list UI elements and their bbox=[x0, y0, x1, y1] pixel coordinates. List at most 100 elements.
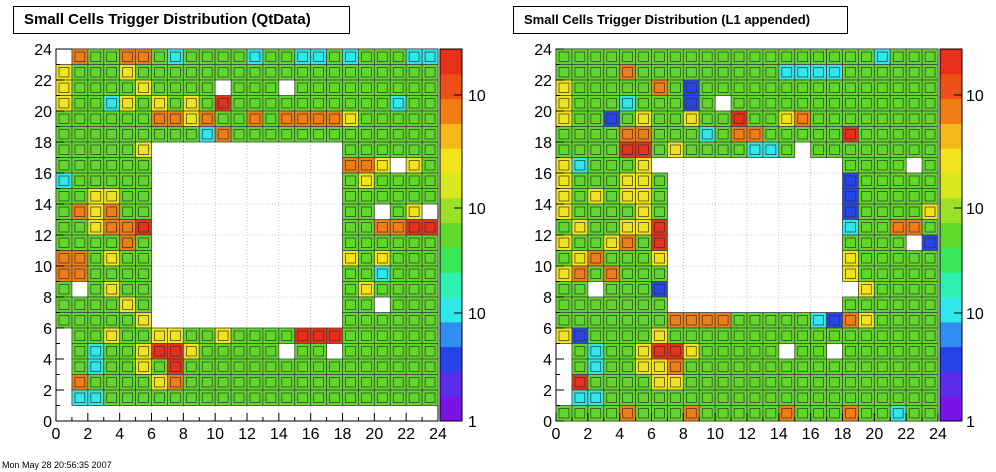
heatmap-cell bbox=[873, 312, 891, 329]
heatmap-cell-inner bbox=[185, 51, 197, 62]
heatmap-cell-inner bbox=[408, 253, 420, 264]
y-tick-label: 24 bbox=[34, 42, 52, 59]
heatmap-cell bbox=[826, 141, 843, 158]
heatmap-cell-inner bbox=[701, 361, 713, 372]
heatmap-cell bbox=[342, 141, 359, 158]
heatmap-cell-inner bbox=[361, 330, 372, 341]
heatmap-cell bbox=[921, 48, 939, 65]
heatmap-cell-inner bbox=[876, 160, 888, 171]
heatmap-cell-inner bbox=[574, 98, 586, 109]
heatmap-cell bbox=[389, 343, 407, 360]
heatmap-cell bbox=[151, 358, 168, 375]
heatmap-cell bbox=[358, 250, 375, 267]
heatmap-cell bbox=[619, 296, 636, 313]
heatmap-cell-inner bbox=[654, 361, 665, 372]
heatmap-cell-inner bbox=[170, 330, 181, 341]
heatmap-cell bbox=[635, 203, 652, 220]
heatmap-cell bbox=[889, 296, 907, 313]
colorbar-label: 10 bbox=[468, 88, 486, 105]
heatmap-cell-inner bbox=[408, 299, 420, 310]
heatmap-cell bbox=[294, 389, 312, 406]
heatmap-cell-inner bbox=[606, 206, 618, 217]
heatmap-cell-inner bbox=[765, 67, 777, 78]
heatmap-cell bbox=[135, 250, 152, 267]
x-tick-label: 4 bbox=[115, 426, 124, 443]
heatmap-cell-inner bbox=[638, 330, 649, 341]
heatmap-cell bbox=[135, 312, 152, 329]
heatmap-cell bbox=[714, 405, 732, 422]
heatmap-cell-inner bbox=[392, 346, 404, 357]
heatmap-cell-inner bbox=[685, 51, 697, 62]
heatmap-cell bbox=[358, 172, 375, 189]
heatmap-cell-inner bbox=[154, 51, 165, 62]
heatmap-cell bbox=[135, 389, 152, 406]
heatmap-cell-inner bbox=[345, 346, 356, 357]
heatmap-cell bbox=[167, 95, 184, 112]
heatmap-cell-inner bbox=[813, 330, 824, 341]
heatmap-cell bbox=[603, 343, 621, 360]
y-tick-label: 8 bbox=[43, 290, 52, 307]
heatmap-cell-inner bbox=[924, 377, 936, 388]
heatmap-cell-inner bbox=[797, 377, 809, 388]
heatmap-cell bbox=[342, 281, 359, 298]
heatmap-cell-inner bbox=[217, 98, 229, 109]
heatmap-cell bbox=[651, 219, 668, 236]
heatmap-cell bbox=[167, 343, 184, 360]
heatmap-cell-inner bbox=[924, 175, 936, 186]
heatmap-cell bbox=[921, 281, 939, 298]
heatmap-cell-inner bbox=[376, 175, 388, 186]
heatmap-cell-inner bbox=[265, 346, 277, 357]
heatmap-cell bbox=[358, 327, 375, 344]
heatmap-cell-inner bbox=[361, 113, 372, 124]
heatmap-cell bbox=[889, 281, 907, 298]
heatmap-cell bbox=[103, 296, 121, 313]
heatmap-cell bbox=[858, 95, 875, 112]
heatmap-cell bbox=[214, 343, 232, 360]
heatmap-cell bbox=[858, 48, 875, 65]
heatmap-cell bbox=[635, 374, 652, 391]
heatmap-cell bbox=[651, 389, 668, 406]
heatmap-cell-inner bbox=[606, 82, 618, 93]
heatmap-cell-inner bbox=[408, 191, 420, 202]
heatmap-cell bbox=[421, 64, 439, 81]
heatmap-cell-inner bbox=[654, 408, 665, 419]
heatmap-cell bbox=[571, 126, 589, 143]
heatmap-cell bbox=[246, 126, 264, 143]
heatmap-cell bbox=[698, 95, 716, 112]
heatmap-cell-inner bbox=[733, 392, 745, 403]
heatmap-cell bbox=[921, 296, 939, 313]
heatmap-cell-inner bbox=[845, 160, 856, 171]
heatmap-cell bbox=[182, 327, 200, 344]
heatmap-cell-inner bbox=[845, 144, 856, 155]
colorbar-segment bbox=[440, 98, 462, 124]
heatmap-cell-inner bbox=[765, 113, 777, 124]
heatmap-cell-inner bbox=[297, 82, 309, 93]
heatmap-cell-inner bbox=[574, 206, 586, 217]
heatmap-cell-inner bbox=[861, 284, 872, 295]
heatmap-cell bbox=[651, 281, 668, 298]
heatmap-cell bbox=[55, 219, 73, 236]
heatmap-cell-inner bbox=[622, 253, 633, 264]
heatmap-cell-inner bbox=[90, 113, 102, 124]
heatmap-cell bbox=[826, 48, 843, 65]
heatmap-cell-inner bbox=[90, 392, 102, 403]
heatmap-cell-inner bbox=[297, 392, 309, 403]
heatmap-cell bbox=[858, 219, 875, 236]
heatmap-cell-inner bbox=[265, 98, 277, 109]
heatmap-cell bbox=[389, 296, 407, 313]
heatmap-cell bbox=[405, 95, 423, 112]
heatmap-cell-inner bbox=[908, 144, 920, 155]
heatmap-cell-inner bbox=[58, 160, 70, 171]
heatmap-cell bbox=[389, 110, 407, 127]
heatmap-cell-inner bbox=[574, 175, 586, 186]
heatmap-cell-inner bbox=[924, 222, 936, 233]
heatmap-cell-inner bbox=[606, 98, 618, 109]
y-tick-label: 12 bbox=[534, 228, 552, 245]
heatmap-cell bbox=[87, 250, 105, 267]
heatmap-cell-inner bbox=[892, 408, 904, 419]
heatmap-cell bbox=[651, 172, 668, 189]
heatmap-cell-inner bbox=[408, 377, 420, 388]
heatmap-cell bbox=[667, 110, 684, 127]
heatmap-cell-inner bbox=[58, 284, 70, 295]
heatmap-cell-inner bbox=[590, 299, 602, 310]
